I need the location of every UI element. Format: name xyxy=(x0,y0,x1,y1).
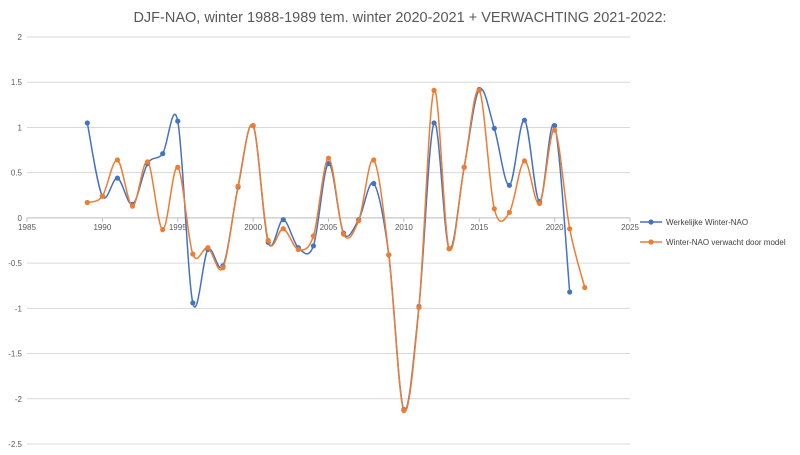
series-line-model xyxy=(87,89,586,413)
y-tick-label: 0 xyxy=(18,214,23,223)
data-point-model xyxy=(371,157,377,163)
data-point-model xyxy=(446,246,452,252)
data-point-model xyxy=(491,206,497,212)
data-point-observed xyxy=(84,120,90,126)
data-point-model xyxy=(99,193,105,199)
data-point-model xyxy=(521,158,528,164)
data-point-observed xyxy=(371,180,377,187)
y-tick-label: 2 xyxy=(18,33,23,42)
data-point-model xyxy=(552,127,558,133)
data-point-observed xyxy=(175,118,181,124)
data-point-model xyxy=(190,251,196,257)
data-point-model xyxy=(220,265,226,271)
x-tick-label: 2020 xyxy=(546,223,564,232)
data-point-model xyxy=(325,155,332,161)
y-tick-label: 1.5 xyxy=(11,78,23,87)
data-point-model xyxy=(506,209,512,216)
data-point-model xyxy=(160,227,166,233)
y-tick-label: -1 xyxy=(15,304,23,313)
data-point-model xyxy=(295,246,301,253)
data-point-model xyxy=(84,199,90,206)
data-point-model xyxy=(582,284,588,291)
x-tick-label: 1990 xyxy=(93,223,111,232)
data-point-model xyxy=(114,157,121,163)
y-tick-label: -0.5 xyxy=(8,259,22,268)
series-line-observed xyxy=(86,87,571,412)
legend-entry-model: Winter-NAO verwacht door model xyxy=(640,238,786,247)
legend: Werkelijke Winter-NAO Winter-NAO verwacht… xyxy=(640,218,786,247)
legend-entry-observed: Werkelijke Winter-NAO xyxy=(640,218,748,227)
x-tick-label: 1985 xyxy=(18,223,36,232)
data-point-observed xyxy=(114,175,121,181)
data-point-observed xyxy=(310,243,317,249)
y-tick-label: -1.5 xyxy=(8,350,22,359)
data-point-observed xyxy=(567,289,573,295)
gridlines xyxy=(27,36,630,445)
data-point-model xyxy=(205,245,211,251)
axes xyxy=(26,217,631,222)
x-tick-label: 2025 xyxy=(621,223,639,232)
data-point-observed xyxy=(521,117,528,123)
data-point-model xyxy=(250,123,256,129)
data-point-model xyxy=(356,218,362,224)
data-point-model xyxy=(401,407,407,414)
data-point-model xyxy=(461,164,467,170)
data-point-model xyxy=(416,304,422,311)
x-tick-label: 2015 xyxy=(470,223,488,232)
data-point-model xyxy=(310,233,317,239)
data-point-model xyxy=(175,164,181,170)
data-point-observed xyxy=(491,125,497,131)
data-point-observed xyxy=(190,300,196,306)
x-tick-label: 2005 xyxy=(320,223,338,232)
data-point-model xyxy=(386,252,392,258)
data-point-model xyxy=(265,237,271,244)
legend-label: Werkelijke Winter-NAO xyxy=(666,218,748,227)
legend-marker xyxy=(648,219,654,225)
data-point-model xyxy=(145,159,151,165)
legend-label: Winter-NAO verwacht door model xyxy=(666,238,786,247)
x-tick-labels: 1985 1990 1995 2000 2005 2010 2015 2020 2025 xyxy=(18,223,639,232)
x-tick-label: 2010 xyxy=(395,223,413,232)
y-tick-label: -2 xyxy=(15,395,23,404)
legend-marker xyxy=(648,239,654,245)
data-point-observed xyxy=(552,123,558,129)
y-tick-labels: 2 1.5 1 0.5 0 -0.5 -1 -1.5 -2 -2.5 xyxy=(8,33,22,449)
series-layer xyxy=(84,86,588,414)
data-point-observed xyxy=(431,120,437,126)
data-point-model xyxy=(235,183,241,189)
data-point-model xyxy=(340,231,347,237)
x-tick-label: 1995 xyxy=(169,223,187,232)
data-point-model xyxy=(280,226,286,232)
data-point-model xyxy=(476,87,482,93)
data-point-model xyxy=(431,87,437,93)
data-point-observed xyxy=(325,161,332,167)
y-tick-label: 0.5 xyxy=(11,169,23,178)
data-point-model xyxy=(567,226,573,232)
series-observed xyxy=(84,86,573,413)
series-model xyxy=(84,87,588,414)
y-tick-label: -2.5 xyxy=(8,440,22,449)
data-point-observed xyxy=(160,151,166,157)
y-tick-label: 1 xyxy=(18,123,23,132)
x-tick-label: 2000 xyxy=(244,223,262,232)
chart-title: DJF-NAO, winter 1988-1989 tem. winter 20… xyxy=(133,10,666,26)
data-point-model xyxy=(536,200,543,207)
data-point-model xyxy=(129,203,136,209)
data-point-observed xyxy=(506,182,512,188)
data-point-observed xyxy=(280,217,286,223)
